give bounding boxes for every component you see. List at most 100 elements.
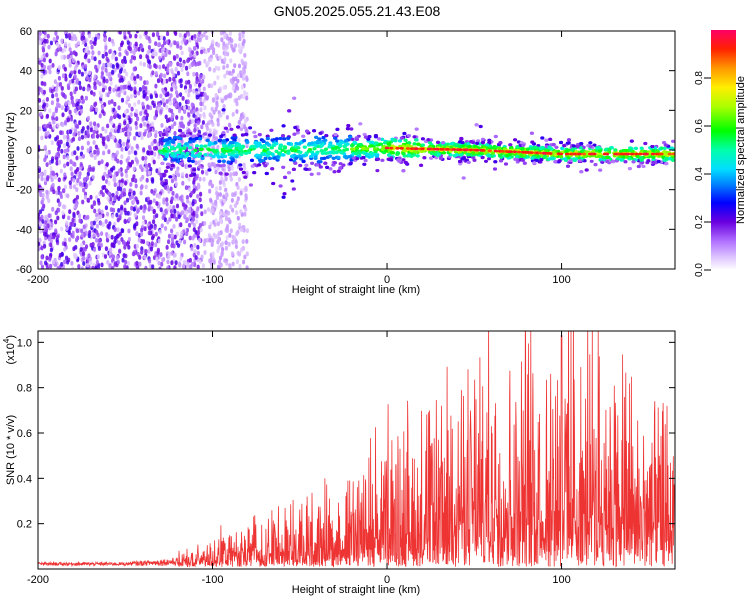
heatmap-cell [55, 35, 60, 40]
heatmap-cell [125, 51, 129, 56]
heatmap-cell [110, 55, 115, 60]
heatmap-cell [147, 248, 151, 254]
heatmap-cell [71, 136, 76, 142]
heatmap-cell [105, 162, 109, 167]
heatmap-cell [41, 193, 45, 198]
heatmap-cell [39, 228, 43, 234]
heatmap-cell [188, 83, 192, 89]
heatmap-cell [106, 260, 110, 265]
heatmap-cell [49, 166, 53, 171]
heatmap-cell [210, 83, 214, 89]
heatmap-cell [93, 41, 97, 46]
heatmap-cell [211, 251, 215, 257]
heatmap-cell [81, 98, 85, 104]
heatmap-cell [198, 37, 202, 43]
heatmap-cell [200, 169, 205, 175]
heatmap-cell [159, 93, 163, 99]
heatmap-cell [174, 90, 179, 95]
heatmap-cell [198, 31, 202, 35]
heatmap-cell [173, 121, 177, 126]
heatmap-cell [189, 264, 193, 269]
heatmap-cell [188, 257, 192, 263]
heatmap-cell [120, 206, 124, 212]
heatmap-cell [219, 218, 223, 224]
heatmap-cell [231, 207, 235, 213]
heatmap-cell [145, 163, 149, 169]
heatmap-cell [144, 265, 148, 269]
heatmap-cell [129, 59, 133, 64]
heatmap-cell [41, 104, 46, 109]
heatmap-cell [100, 262, 104, 268]
heatmap-cell [126, 134, 131, 140]
heatmap-cell [135, 260, 139, 266]
heatmap-cell [108, 263, 112, 269]
heatmap-cell [63, 259, 67, 265]
heatmap-cell [101, 175, 105, 181]
heatmap-cell [89, 127, 93, 133]
heatmap-cell [136, 209, 140, 214]
heatmap-cell [221, 159, 226, 163]
heatmap-cell [70, 32, 74, 37]
heatmap-cell [89, 260, 93, 266]
heatmap-cell [589, 159, 594, 163]
heatmap-cell [214, 201, 218, 207]
heatmap-cell [74, 245, 78, 250]
heatmap-cell [195, 94, 199, 100]
heatmap-cell [111, 214, 115, 219]
heatmap-cell [86, 214, 90, 220]
heatmap-cell [101, 126, 105, 132]
heatmap-cell [281, 195, 286, 199]
heatmap-cell [110, 234, 114, 240]
heatmap-cell [243, 165, 247, 171]
heatmap-cell [93, 149, 97, 155]
heatmap-cell [121, 228, 125, 234]
heatmap-cell [153, 146, 157, 151]
heatmap-cell [103, 171, 107, 177]
heatmap-cell [50, 100, 55, 106]
heatmap-cell [289, 158, 293, 162]
heatmap-cell [127, 85, 131, 91]
heatmap-cell [154, 242, 158, 248]
heatmap-cell [62, 204, 66, 210]
heatmap-cell [214, 136, 219, 142]
heatmap-cell [149, 126, 153, 132]
heatmap-cell [141, 101, 145, 107]
heatmap-cell [123, 55, 127, 61]
figure-title: GN05.2025.055.21.43.E08 [274, 3, 441, 19]
heatmap-cell [194, 160, 198, 166]
heatmap-cell [109, 115, 113, 121]
heatmap-cell [54, 31, 58, 36]
heatmap-cell [54, 51, 58, 57]
heatmap-cell [208, 237, 212, 243]
heatmap-cell [71, 58, 76, 63]
heatmap-cell [208, 128, 212, 134]
heatmap-cell [117, 168, 122, 174]
heatmap-cell [234, 244, 238, 250]
heatmap-cell [223, 33, 227, 38]
heatmap-cell [192, 46, 197, 51]
heatmap-cell [118, 214, 122, 220]
heatmap-cell [175, 193, 179, 199]
heatmap-cell [80, 242, 84, 248]
heatmap-cell [45, 52, 49, 58]
heatmap-cell [107, 233, 111, 239]
heatmap-cell [71, 217, 75, 223]
heatmap-cell [92, 91, 96, 97]
heatmap-cell [66, 117, 70, 123]
heatmap-cell [188, 206, 192, 212]
heatmap-cell [104, 165, 108, 171]
heatmap-cell [134, 178, 138, 184]
heatmap-cell [236, 78, 240, 84]
heatmap-cell [121, 257, 125, 263]
heatmap-cell [71, 266, 75, 269]
heatmap-cell [243, 211, 247, 217]
heatmap-cell [52, 234, 56, 240]
heatmap-cell [209, 197, 213, 203]
heatmap-cell [185, 173, 189, 179]
heatmap-cell [40, 214, 44, 220]
heatmap-cell [239, 70, 243, 75]
heatmap-cell [74, 86, 78, 92]
heatmap-cell [217, 66, 221, 71]
heatmap-cell [144, 184, 148, 190]
heatmap-cell [162, 79, 166, 84]
